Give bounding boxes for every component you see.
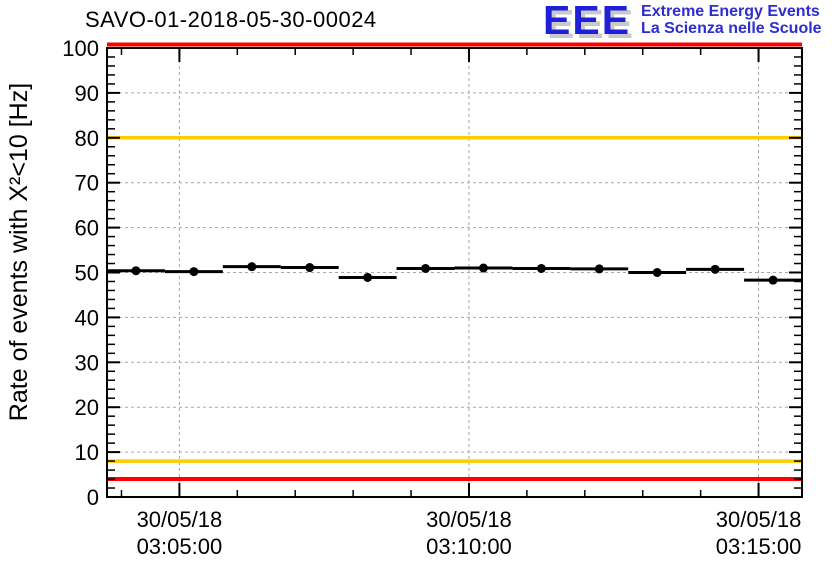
y-tick-label: 40 bbox=[75, 305, 99, 330]
data-point-marker bbox=[710, 264, 720, 274]
data-point-marker bbox=[363, 272, 373, 282]
x-tick-label: 30/05/18 03:10:00 bbox=[426, 507, 512, 559]
data-point-marker bbox=[594, 264, 604, 274]
chart-title: SAVO-01-2018-05-30-00024 bbox=[85, 7, 377, 32]
x-tick-label: 30/05/18 03:15:00 bbox=[716, 507, 802, 559]
data-point-marker bbox=[247, 262, 257, 272]
eee-logo: EEE Extreme Energy Events La Scienza nel… bbox=[543, 0, 822, 43]
data-point-marker bbox=[189, 267, 199, 277]
eee-logo-text: Extreme Energy Events La Scienza nelle S… bbox=[641, 3, 822, 37]
y-tick-label: 60 bbox=[75, 216, 99, 241]
data-point-marker bbox=[421, 263, 431, 273]
y-axis-title: Rate of events with X²<10 [Hz] bbox=[5, 82, 33, 422]
y-tick-label: 10 bbox=[75, 440, 99, 465]
data-point-marker bbox=[478, 263, 488, 273]
data-point-marker bbox=[652, 268, 662, 277]
data-point-marker bbox=[536, 263, 546, 273]
eee-logo-line1: Extreme Energy Events bbox=[641, 3, 820, 20]
y-tick-label: 80 bbox=[75, 126, 99, 151]
y-tick-label: 100 bbox=[62, 36, 99, 61]
y-tick-label: 20 bbox=[75, 395, 99, 420]
eee-logo-line2: La Scienza nelle Scuole bbox=[641, 20, 822, 37]
y-tick-label: 50 bbox=[75, 261, 99, 286]
y-tick-label: 70 bbox=[75, 171, 99, 196]
y-tick-label: 90 bbox=[75, 81, 99, 106]
x-tick-label: 30/05/18 03:05:00 bbox=[137, 507, 223, 559]
y-tick-label: 30 bbox=[75, 350, 99, 375]
y-tick-label: 0 bbox=[87, 485, 99, 510]
data-point-marker bbox=[768, 275, 778, 285]
data-point-marker bbox=[305, 263, 315, 273]
data-point-marker bbox=[131, 266, 141, 276]
eee-logo-acronym: EEE bbox=[543, 0, 632, 43]
